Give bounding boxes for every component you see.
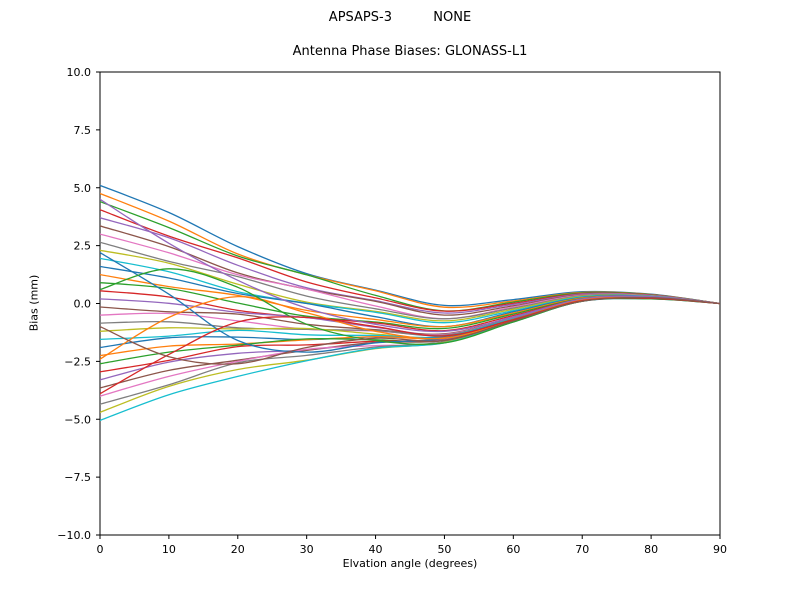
x-axis-label: Elvation angle (degrees) [342, 557, 478, 570]
y-tick-label: −7.5 [64, 471, 91, 484]
x-tick-label: 40 [369, 543, 383, 556]
series-line-line-01 [100, 184, 720, 307]
chart-title: Antenna Phase Biases: GLONASS-L1 [292, 44, 528, 59]
y-tick-label: −10.0 [57, 529, 91, 542]
y-tick-label: 2.5 [74, 240, 92, 253]
x-tick-label: 90 [713, 543, 727, 556]
x-tick-label: 50 [437, 543, 451, 556]
y-tick-label: −5.0 [64, 413, 91, 426]
x-tick-label: 60 [506, 543, 520, 556]
y-tick-label: 5.0 [74, 182, 92, 195]
series-line-line-35 [100, 198, 720, 333]
x-tick-label: 30 [300, 543, 314, 556]
y-tick-label: 7.5 [74, 124, 92, 137]
series-group [100, 184, 720, 422]
y-tick-label: −2.5 [64, 355, 91, 368]
figure-suptitle: APSAPS-3 NONE [328, 10, 472, 25]
series-line-line-36 [100, 296, 720, 365]
x-tick-label: 0 [97, 543, 104, 556]
x-tick-label: 70 [575, 543, 589, 556]
x-tick-label: 20 [231, 543, 245, 556]
series-line-line-32 [100, 295, 720, 360]
x-tick-label: 80 [644, 543, 658, 556]
y-tick-label: 10.0 [67, 66, 92, 79]
x-tick-label: 10 [162, 543, 176, 556]
series-line-line-02 [100, 192, 720, 309]
axes-box [99, 71, 721, 536]
y-tick-label: 0.0 [74, 298, 92, 311]
